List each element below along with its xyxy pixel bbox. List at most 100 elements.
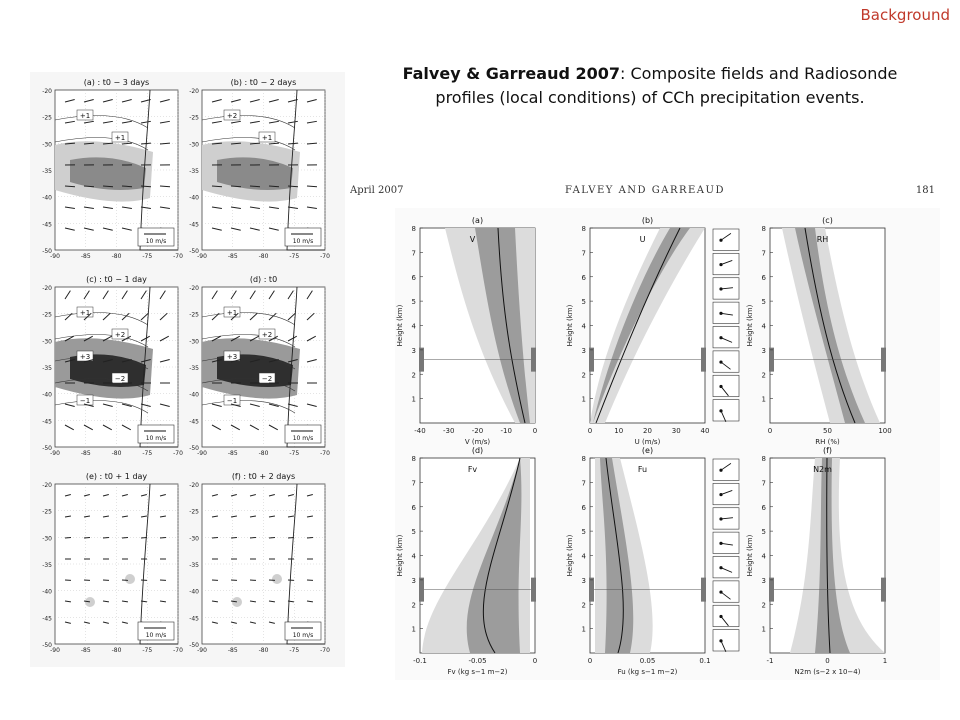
contour-label-box [111,131,129,143]
wind-arrow [140,359,151,363]
barrier-marker [701,347,706,372]
pressure-contour [54,378,149,392]
wind-arrow [230,290,237,300]
x-tick-label: 20 [643,427,652,435]
y-tick-label: 8 [412,225,416,233]
wind-arrow [102,227,113,231]
wind-arrow [102,312,111,321]
lon-tick-label: -90 [197,450,207,457]
y-tick-label: 3 [762,577,766,585]
wind-arrow [64,99,75,103]
wind-arrow [64,206,75,209]
wind-arrow [306,185,318,188]
wind-arrow [102,142,114,145]
lat-tick-label: -50 [42,248,52,255]
wind-arrow [140,142,152,145]
wind-arrow [64,335,75,342]
wind-arrow [102,621,109,624]
y-tick-label: 7 [762,479,766,487]
section-label: Background [860,6,951,24]
wind-arrow [83,621,90,624]
wind-hodograph-vector [720,233,732,241]
lat-tick-label: -35 [189,168,199,175]
wind-hodograph-box [712,556,740,579]
wind-arrow [268,335,279,342]
contour-label-box [76,306,94,318]
wind-hodograph-box [712,326,740,349]
wind-arrow [230,312,239,321]
profile-panel-id: (f) [823,446,832,455]
lat-tick-label: -25 [42,509,52,516]
wind-arrow [83,600,91,603]
wind-arrow [121,424,132,431]
profile-panel: (c) RH 1 2 3 4 5 6 7 8 0 50 100 RH (%) Height (km) [746,216,892,446]
wind-arrow [306,494,313,497]
lon-tick-label: -90 [197,253,207,260]
profile-panel: (e) Fu 1 2 3 4 5 6 7 8 0 0.05 0.1 Fu (kg s−1 m−2) Heig… [566,446,740,676]
contour-label: +2 [227,112,237,120]
radiosonde-profiles-figure: April 2007 FALVEY AND GARREAUD 181 (a)V1… [350,185,940,680]
wind-arrow [102,290,109,300]
lat-tick-label: -20 [189,285,199,292]
barrier-marker [531,347,536,372]
wind-arrow [102,424,113,431]
x-tick-label: 0 [588,657,592,665]
wind-arrow [211,142,223,145]
wind-hodograph-dot [719,238,723,242]
wind-arrow [306,403,317,407]
scale-label: 10 m/s [293,435,314,442]
y-tick-label: 3 [582,577,586,585]
lon-tick-label: -70 [173,253,183,260]
y-axis-label: Height (km) [566,304,574,346]
contour-label: −1 [227,397,237,405]
wind-arrow [64,536,72,539]
wind-hodograph-vector [720,517,733,520]
contour-label: +3 [227,353,237,361]
wind-arrow [83,494,90,497]
barrier-marker [531,577,536,602]
scale-label: 10 m/s [146,238,167,245]
wind-arrow [83,359,94,363]
wind-arrow [287,312,296,321]
wind-arrow [64,142,76,145]
wind-arrow [211,536,219,539]
y-tick-label: 4 [412,323,417,331]
median-profile [497,227,526,424]
map-panel: +2 +1 10 m/s (b) : t0 − 2 days -20 -25 -30 -35 -… [189,78,330,260]
map-panel-title: (b) : t0 − 2 days [231,78,297,87]
wind-arrow [230,536,238,539]
profile-variable-name: RH [817,235,829,244]
wind-arrow [268,142,280,145]
lat-tick-label: -35 [189,562,199,569]
map-panels: +1 +1 10 m/s (a) : t0 − 3 days -20 -25 -30 -35 -… [42,78,330,654]
scale-box [137,621,175,641]
wind-arrow [211,403,222,407]
wind-arrow [140,494,147,497]
wind-arrow [64,621,71,624]
wind-arrow [64,424,75,431]
wind-arrow [140,312,149,321]
wind-arrow [230,99,241,103]
scale-box [284,621,322,641]
lon-tick-label: -75 [142,647,152,654]
x-tick-label: 0.05 [640,657,656,665]
wind-arrow [140,290,147,300]
lon-tick-label: -80 [259,647,269,654]
wind-arrow [121,403,132,407]
lon-tick-label: -75 [142,253,152,260]
profile-panel: (d) Fv 1 2 3 4 5 6 7 8 -0.1 -0.05 0 Fv (kg s−1 m−2) He… [396,446,537,676]
median-profile [595,227,681,424]
wind-arrow [211,359,222,363]
y-axis-label: Height (km) [746,304,754,346]
scale-box [137,227,175,247]
wind-arrow [230,621,237,624]
y-tick-label: 5 [412,298,416,306]
wind-arrow [159,185,171,188]
y-tick-label: 4 [412,553,417,561]
y-tick-label: 2 [582,371,586,379]
contour-label-box [223,394,241,406]
wind-arrow [268,536,276,539]
paper-header-left: April 2007 [350,185,403,196]
y-tick-label: 7 [412,479,416,487]
wind-hodograph-box [712,350,740,373]
